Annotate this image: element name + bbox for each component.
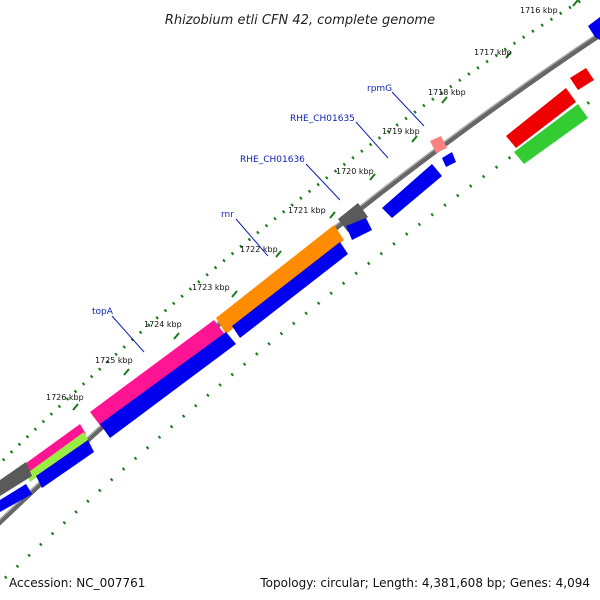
cds-arrow (0, 484, 32, 512)
gene-label-rhe-ch01635: RHE_CH01635 (290, 114, 355, 124)
left-pink-feature (22, 424, 86, 476)
inner-tick-ring (3, 93, 600, 580)
leader-line (235, 218, 269, 257)
scale-label: 1719 kbp (382, 127, 420, 136)
scale-label: 1723 kbp (192, 283, 230, 292)
rnr-feature (216, 225, 344, 334)
map-title: Rhizobium etli CFN 42, complete genome (165, 13, 435, 28)
red-feature-1 (506, 88, 576, 148)
rhe-ch01636-feature (338, 203, 368, 232)
leader-line (355, 121, 389, 159)
left-gray-feature (0, 462, 32, 496)
gene-label-rpmG: rpmG (367, 84, 392, 94)
scale-label: 1717 kbp (474, 48, 512, 57)
outer-tick-ring (0, 0, 585, 466)
cds-arrow (232, 242, 348, 338)
scale-label: 1720 kbp (336, 167, 374, 176)
scale-label: 1716 kbp (520, 6, 558, 15)
gene-label-rhe-ch01636: RHE_CH01636 (240, 155, 305, 165)
green-feature (514, 104, 588, 164)
gene-labels: rpmG RHE_CH01635 RHE_CH01636 rnr topA (92, 84, 425, 353)
scale-label: 1722 kbp (240, 245, 278, 254)
scale-label: 1721 kbp (288, 206, 326, 215)
genome-summary-text: Topology: circular; Length: 4,381,608 bp… (260, 576, 590, 590)
scale-label: 1724 kbp (144, 320, 182, 329)
scale-labels: 1716 kbp 1717 kbp 1718 kbp 1719 kbp 1720… (46, 6, 558, 402)
left-light-green-feature (26, 432, 88, 482)
major-ticks (72, 0, 579, 411)
top-right-cds-feature (588, 17, 600, 40)
leader-line (111, 315, 145, 353)
leader-line (305, 163, 341, 201)
cds-arrow (36, 440, 94, 488)
rpmG-feature (430, 136, 447, 153)
upper-feature-track (0, 17, 600, 496)
cds-arrow (346, 218, 372, 240)
scale-label: 1725 kbp (95, 356, 133, 365)
topA-feature (90, 320, 226, 428)
gene-label-rnr: rnr (221, 210, 234, 220)
gene-label-topA: topA (92, 307, 114, 317)
rhe-ch01635-feature (382, 164, 442, 218)
red-feature-2 (570, 68, 594, 90)
scale-label: 1718 kbp (428, 88, 466, 97)
scale-label: 1726 kbp (46, 393, 84, 402)
small-cds-feature (442, 152, 456, 167)
lower-feature-track (0, 104, 588, 512)
cds-arrow (100, 332, 236, 438)
accession-text: Accession: NC_007761 (9, 576, 146, 590)
leader-line (391, 91, 425, 127)
